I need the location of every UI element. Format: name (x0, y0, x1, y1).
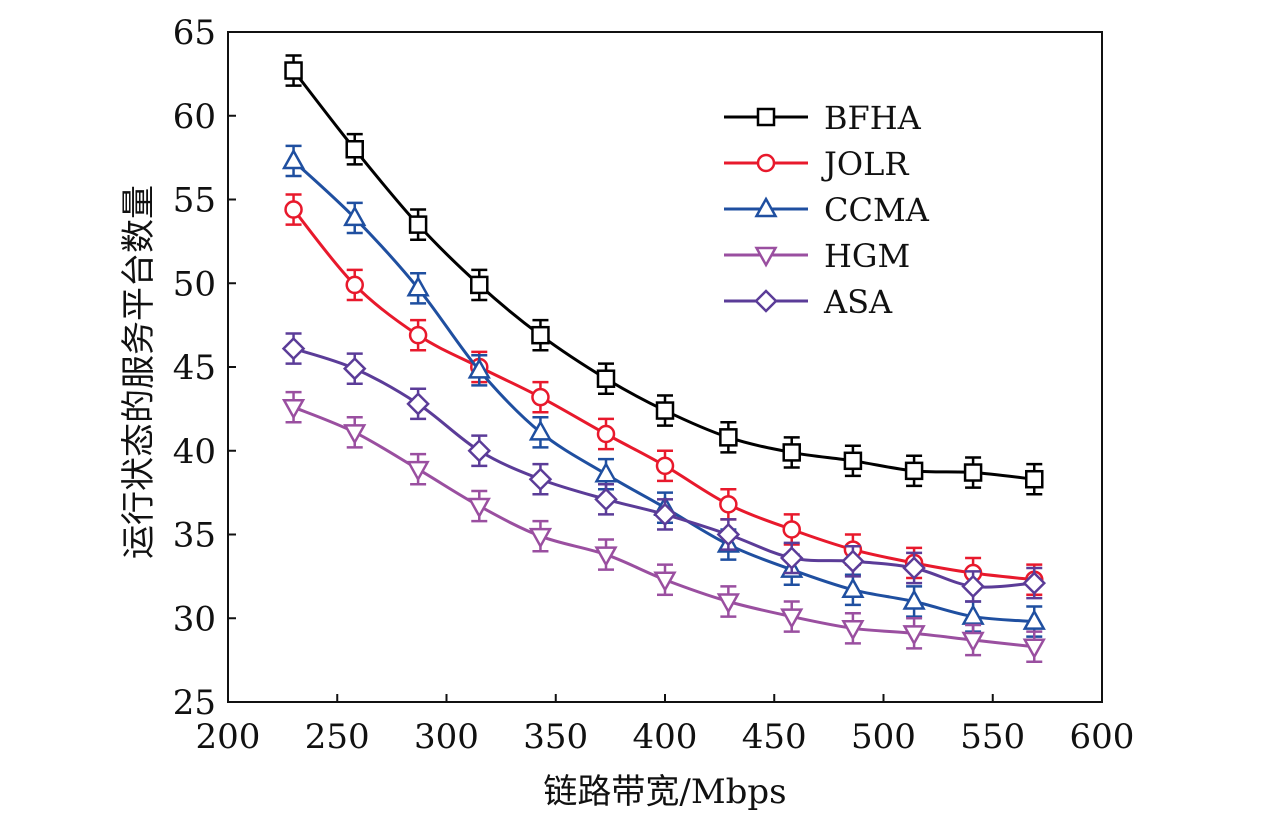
data-point (532, 327, 548, 343)
legend-marker (756, 291, 776, 311)
x-tick-label: 400 (633, 717, 698, 757)
data-point (284, 151, 303, 168)
data-point (784, 444, 800, 460)
y-tick-label: 40 (173, 432, 216, 472)
y-tick-label: 25 (173, 683, 216, 723)
y-tick-label: 50 (173, 264, 216, 304)
legend-item-asa: ASA (724, 283, 893, 321)
legend-item-ccma: CCMA (724, 191, 930, 229)
data-point (598, 426, 614, 442)
data-point (532, 389, 548, 405)
x-axis-title: 链路带宽/Mbps (543, 772, 786, 812)
data-point (784, 521, 800, 537)
x-tick-label: 200 (196, 717, 261, 757)
data-point (347, 141, 363, 157)
legend-label: JOLR (821, 145, 909, 183)
x-axis: 200 250 300 350 400 450 500 550 600 (196, 694, 1135, 757)
data-point (720, 496, 736, 512)
y-tick-label: 60 (173, 97, 216, 137)
data-point (470, 499, 489, 516)
data-point (598, 371, 614, 387)
data-point (345, 359, 365, 379)
data-point (720, 429, 736, 445)
data-point (471, 277, 487, 293)
x-tick-label: 250 (305, 717, 370, 757)
data-point (965, 465, 981, 481)
y-tick-label: 45 (173, 348, 216, 388)
data-point (469, 441, 489, 461)
data-point (408, 394, 428, 414)
legend-label: HGM (824, 237, 910, 275)
x-tick-label: 600 (1070, 717, 1135, 757)
data-point (347, 277, 363, 293)
data-point (782, 548, 802, 568)
data-point (409, 462, 428, 479)
series-line (294, 161, 1035, 622)
data-point (596, 489, 616, 509)
x-tick-label: 450 (742, 717, 807, 757)
data-point (906, 463, 922, 479)
y-axis-title: 运行状态的服务平台数量 (119, 185, 159, 559)
data-point (410, 327, 426, 343)
data-point (286, 63, 302, 79)
series-layer (284, 55, 1045, 661)
y-tick-label: 35 (173, 516, 216, 556)
y-axis: 25 30 35 40 45 50 55 60 65 (173, 13, 236, 723)
series-bfha (286, 55, 1043, 494)
x-tick-label: 550 (960, 717, 1025, 757)
data-point (345, 425, 364, 442)
data-point (597, 464, 616, 481)
data-point (657, 403, 673, 419)
data-point (286, 202, 302, 218)
data-point (284, 339, 304, 359)
y-tick-label: 55 (173, 181, 216, 221)
data-point (845, 453, 861, 469)
legend-marker (758, 155, 774, 171)
data-point (1025, 640, 1044, 657)
x-tick-label: 500 (851, 717, 916, 757)
data-point (1026, 471, 1042, 487)
line-chart: 200 250 300 350 400 450 500 550 600 25 30 35 40 45 50… (0, 0, 1276, 817)
legend-item-jolr: JOLR (724, 145, 909, 183)
x-tick-label: 350 (523, 717, 588, 757)
legend-marker (758, 109, 774, 125)
y-tick-label: 65 (173, 13, 216, 53)
data-point (655, 504, 675, 524)
y-tick-label: 30 (173, 599, 216, 639)
legend-item-hgm: HGM (724, 237, 910, 275)
legend-label: CCMA (824, 191, 930, 229)
data-point (410, 217, 426, 233)
data-point (963, 576, 983, 596)
legend-item-bfha: BFHA (724, 99, 922, 137)
legend-label: ASA (823, 283, 893, 321)
legend: BFHA JOLR CCMA HGM ASA (724, 99, 930, 321)
data-point (530, 469, 550, 489)
data-point (657, 458, 673, 474)
legend-label: BFHA (824, 99, 922, 137)
x-tick-label: 300 (414, 717, 479, 757)
